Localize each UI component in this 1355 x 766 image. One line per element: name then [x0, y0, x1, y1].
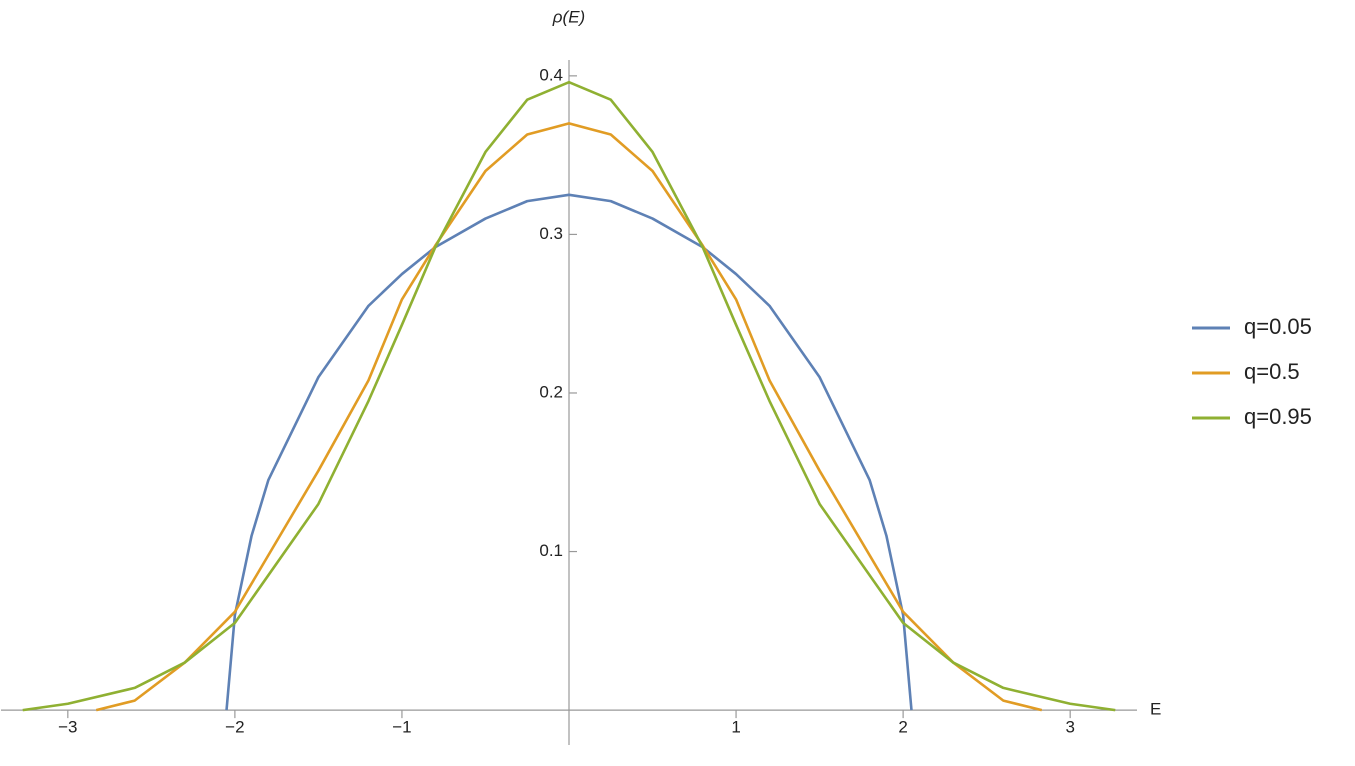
y-tick-label: 0.2: [539, 382, 563, 401]
series-line: [225, 193, 913, 711]
legend-label: q=0.95: [1244, 404, 1312, 429]
legend-label: q=0.05: [1244, 314, 1312, 339]
x-tick-label: 2: [898, 718, 907, 737]
legend-label: q=0.5: [1244, 359, 1300, 384]
y-tick-label: 0.3: [539, 224, 563, 243]
x-tick-label: −3: [58, 718, 77, 737]
series-line: [95, 122, 1043, 712]
y-tick-label: 0.1: [539, 541, 563, 560]
y-axis-label: ρ(E): [552, 7, 585, 26]
y-tick-label: 0.4: [539, 65, 563, 84]
x-tick-label: −1: [392, 718, 411, 737]
x-tick-label: 3: [1065, 718, 1074, 737]
x-tick-label: 1: [731, 718, 740, 737]
series-line: [22, 80, 1116, 712]
x-axis-label: E: [1150, 699, 1161, 718]
x-tick-label: −2: [225, 718, 244, 737]
